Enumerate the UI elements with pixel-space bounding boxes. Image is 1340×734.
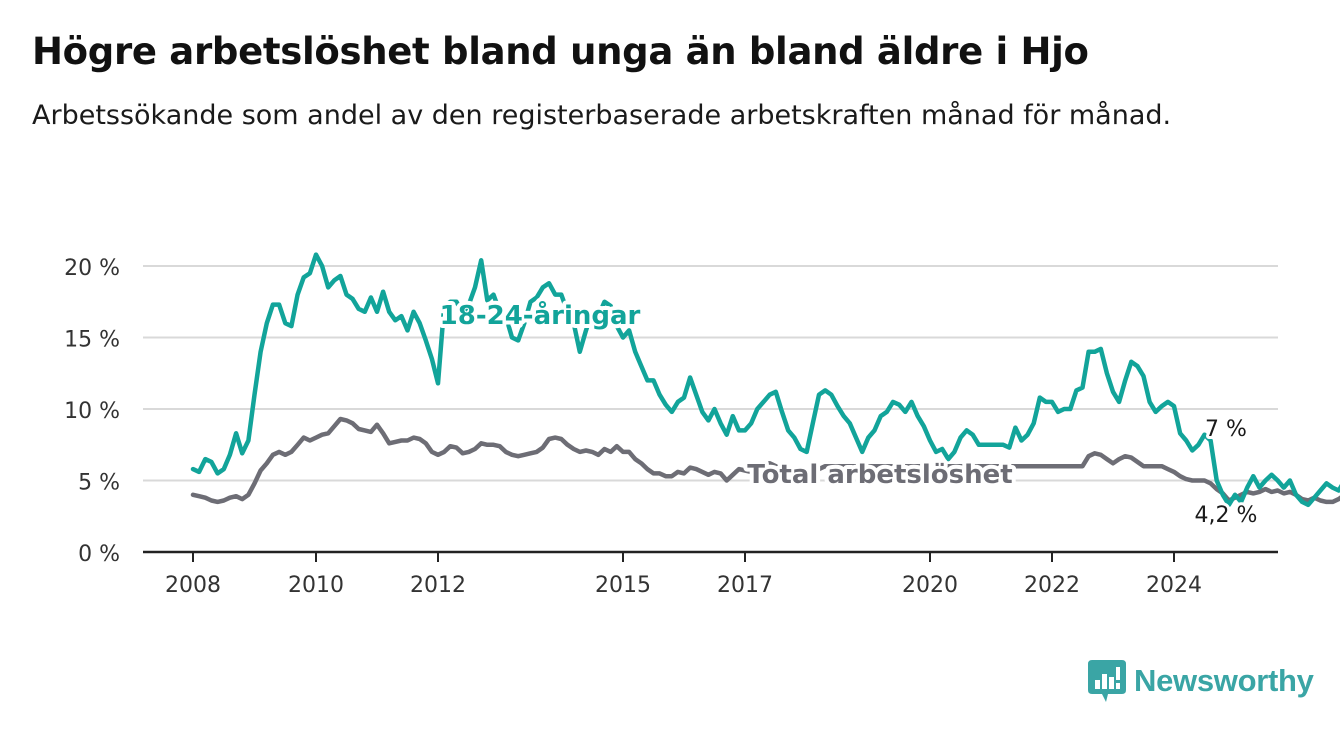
x-tick-label: 2017 bbox=[717, 573, 773, 598]
gridlines bbox=[143, 265, 1278, 482]
y-axis-tick-labels: 0 % 5 % 10 % 15 % 20 % bbox=[64, 256, 120, 567]
x-tick-label: 2012 bbox=[410, 573, 466, 598]
total-series-label: Total arbetslöshet bbox=[747, 460, 1012, 490]
series-line bbox=[190, 252, 1340, 508]
total-end-value: 4,2 % bbox=[1195, 503, 1258, 528]
y-tick-label: 15 % bbox=[64, 328, 120, 353]
series-labels: 18-24-åringar Total arbetslöshet 7 % 4,2 % bbox=[436, 295, 1261, 531]
chart-title: Högre arbetslöshet bland unga än bland ä… bbox=[32, 30, 1089, 73]
x-tick-label: 2015 bbox=[595, 573, 651, 598]
x-axis: 2008 2010 2012 2015 2017 2020 2022 2024 bbox=[143, 550, 1278, 598]
y-tick-label: 5 % bbox=[78, 471, 120, 496]
youth-series-label: 18-24-åringar bbox=[440, 299, 641, 331]
x-tick-label: 2024 bbox=[1146, 573, 1202, 598]
x-tick-label: 2010 bbox=[288, 573, 344, 598]
newsworthy-logo-icon bbox=[1088, 660, 1126, 702]
brand-name: Newsworthy bbox=[1134, 663, 1314, 698]
chart-subtitle: Arbetssökande som andel av den registerb… bbox=[32, 100, 1172, 131]
series-line bbox=[190, 416, 1340, 505]
youth-end-value: 7 % bbox=[1205, 417, 1247, 442]
x-tick-label: 2020 bbox=[902, 573, 958, 598]
y-tick-label: 0 % bbox=[78, 542, 120, 567]
x-tick-label: 2022 bbox=[1024, 573, 1080, 598]
series-lines bbox=[190, 252, 1340, 508]
newsworthy-brand: Newsworthy bbox=[1088, 660, 1314, 702]
x-tick-label: 2008 bbox=[165, 573, 221, 598]
y-tick-label: 20 % bbox=[64, 256, 120, 281]
y-tick-label: 10 % bbox=[64, 399, 120, 424]
